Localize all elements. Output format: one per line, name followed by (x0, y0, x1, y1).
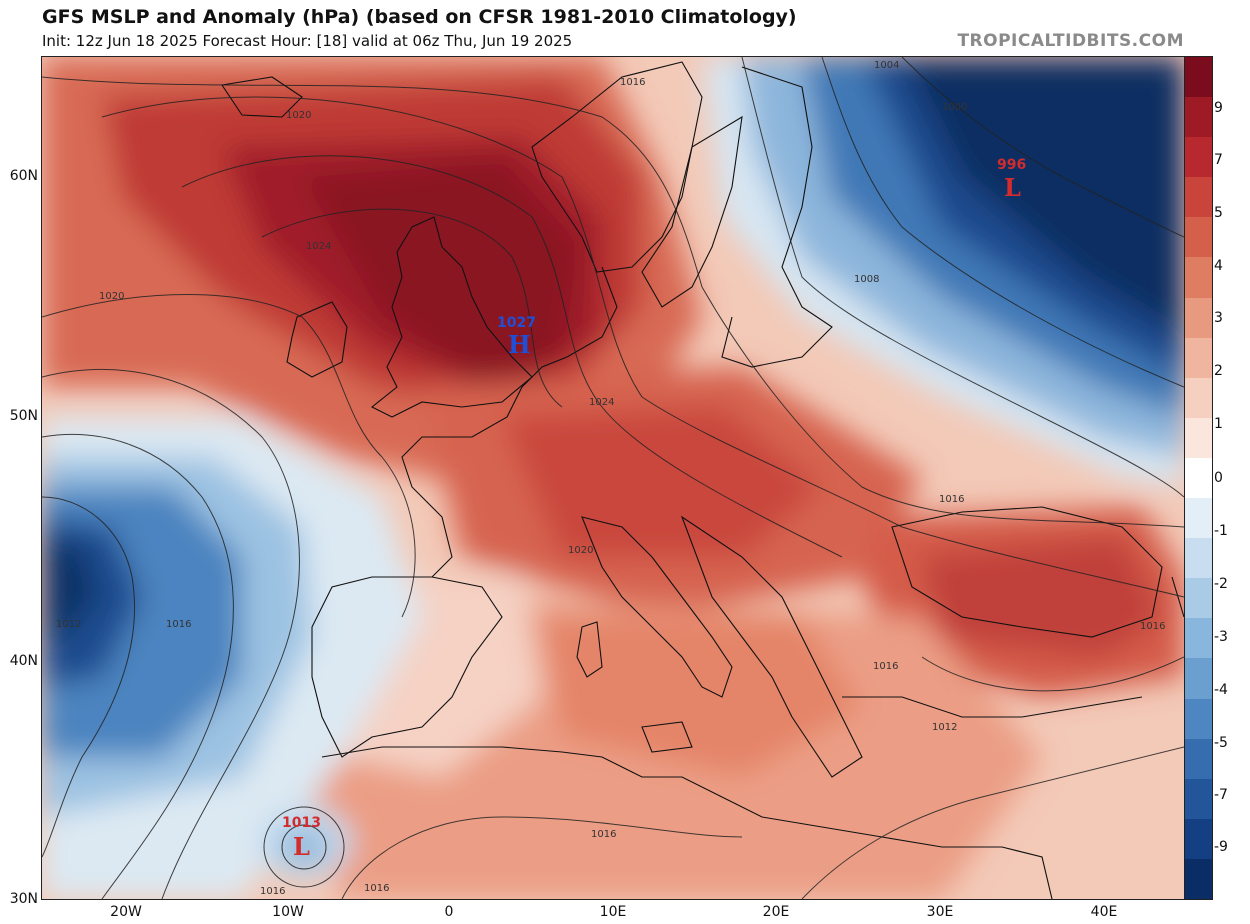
colorbar-segment (1185, 538, 1212, 579)
isobars (42, 57, 1184, 899)
colorbar-label: 7 (1214, 152, 1223, 168)
lon-label: 40E (1090, 904, 1118, 920)
isobar-label: 1020 (568, 545, 594, 556)
lat-label: 50N (9, 408, 38, 424)
colorbar-segment (1185, 658, 1212, 699)
colorbar-segment (1185, 698, 1212, 739)
colorbar-label: 5 (1214, 205, 1223, 221)
low-center-value: 996 (997, 157, 1027, 173)
colorbar-label: -5 (1214, 735, 1228, 751)
colorbar (1184, 56, 1213, 900)
colorbar-segment (1185, 337, 1212, 378)
isobar-label: 1024 (306, 241, 332, 252)
isobar-label: 1008 (854, 274, 880, 285)
colorbar-label: 2 (1214, 363, 1223, 379)
lon-label: 10E (599, 904, 627, 920)
colorbar-segment (1185, 498, 1212, 539)
isobar-label: 1004 (874, 60, 900, 71)
colorbar-segment (1185, 858, 1212, 899)
low-center-letter: L (1004, 173, 1021, 202)
colorbar-label: -7 (1214, 787, 1228, 803)
colorbar-segment (1185, 177, 1212, 218)
isobar-label: 1024 (589, 397, 615, 408)
colorbar-label: -9 (1214, 839, 1228, 855)
coastlines (221, 61, 1184, 899)
colorbar-label: -2 (1214, 576, 1228, 592)
isobar-label: 1016 (591, 829, 617, 840)
colorbar-segment (1185, 97, 1212, 138)
colorbar-segment (1185, 57, 1212, 98)
colorbar-segment (1185, 377, 1212, 418)
colorbar-label: 0 (1214, 470, 1223, 486)
colorbar-segment (1185, 457, 1212, 499)
isobar-label: 1020 (286, 110, 312, 121)
lon-label: 0 (444, 904, 454, 920)
colorbar-label: -1 (1214, 523, 1228, 539)
map-title: GFS MSLP and Anomaly (hPa) (based on CFS… (42, 6, 797, 28)
low-center-letter: L (293, 832, 310, 861)
isobar-label: 1020 (99, 291, 125, 302)
high-center-value: 1027 (497, 315, 536, 331)
lat-label: 60N (9, 168, 38, 184)
isobar-label: 1012 (56, 619, 82, 630)
isobar-label: 1016 (364, 883, 390, 894)
isobar-label: 1016 (166, 619, 192, 630)
high-center-letter: H (508, 330, 531, 359)
colorbar-segment (1185, 137, 1212, 178)
low-center-value: 1013 (282, 815, 321, 831)
lat-label: 30N (9, 891, 38, 907)
colorbar-segment (1185, 738, 1212, 779)
colorbar-label: 1 (1214, 416, 1223, 432)
lat-label: 40N (9, 653, 38, 669)
colorbar-label: -4 (1214, 682, 1228, 698)
lon-label: 20E (762, 904, 790, 920)
colorbar-segment (1185, 818, 1212, 859)
colorbar-label: 9 (1214, 100, 1223, 116)
colorbar-segment (1185, 217, 1212, 258)
colorbar-label: 3 (1214, 310, 1223, 326)
isobar-label: 1000 (942, 102, 968, 113)
colorbar-segment (1185, 778, 1212, 819)
colorbar-segment (1185, 257, 1212, 298)
lon-label: 10W (272, 904, 304, 920)
isobar-label: 1016 (873, 661, 899, 672)
isobar-label: 1016 (620, 77, 646, 88)
colorbar-label: 4 (1214, 258, 1223, 274)
brand-logo-text: TROPICALTIDBITS.COM (957, 31, 1184, 51)
colorbar-segment (1185, 578, 1212, 619)
isobar-label: 1012 (932, 722, 958, 733)
colorbar-segment (1185, 297, 1212, 338)
isobar-label: 1016 (939, 494, 965, 505)
anomaly-field (42, 57, 1184, 899)
lon-label: 20W (110, 904, 142, 920)
colorbar-segment (1185, 618, 1212, 659)
map-subtitle: Init: 12z Jun 18 2025 Forecast Hour: [18… (42, 32, 573, 50)
isobar-label: 1016 (260, 886, 286, 897)
colorbar-label: -3 (1214, 629, 1228, 645)
anomaly-map: 1004 1000 1016 1020 1024 1008 1012 1016 … (41, 56, 1185, 900)
isobar-label: 1016 (1140, 621, 1166, 632)
colorbar-segment (1185, 417, 1212, 458)
lon-label: 30E (926, 904, 954, 920)
